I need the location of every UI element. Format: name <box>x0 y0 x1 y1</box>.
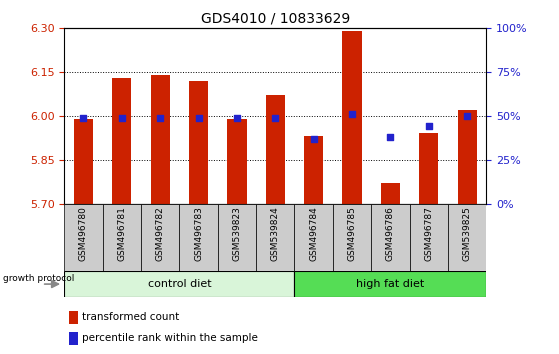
Bar <box>141 204 179 271</box>
Point <box>463 113 472 119</box>
Text: high fat diet: high fat diet <box>356 279 424 289</box>
Point <box>386 134 395 140</box>
Bar <box>266 96 285 204</box>
Bar <box>150 75 170 204</box>
Text: GSM496786: GSM496786 <box>386 206 395 261</box>
Bar <box>189 81 208 204</box>
Point <box>309 136 318 142</box>
Point <box>271 115 280 120</box>
Point <box>194 115 203 120</box>
Text: GSM539825: GSM539825 <box>463 206 472 261</box>
Point <box>348 112 357 117</box>
Text: GSM539823: GSM539823 <box>233 206 241 261</box>
Bar <box>69 311 78 324</box>
Point <box>79 115 88 120</box>
Text: percentile rank within the sample: percentile rank within the sample <box>82 333 258 343</box>
Bar <box>295 271 486 297</box>
Bar <box>448 204 486 271</box>
Bar <box>381 183 400 204</box>
Point <box>233 115 241 120</box>
Text: GSM539824: GSM539824 <box>271 206 280 261</box>
Bar <box>343 31 362 204</box>
Bar <box>333 204 371 271</box>
Bar <box>419 133 438 204</box>
Bar <box>218 204 256 271</box>
Bar <box>295 204 333 271</box>
Bar <box>410 204 448 271</box>
Title: GDS4010 / 10833629: GDS4010 / 10833629 <box>201 12 350 26</box>
Text: growth protocol: growth protocol <box>3 274 74 283</box>
Text: GSM496787: GSM496787 <box>424 206 433 261</box>
Bar <box>64 204 103 271</box>
Text: GSM496785: GSM496785 <box>348 206 357 261</box>
Bar <box>112 78 131 204</box>
Bar <box>228 119 247 204</box>
Bar <box>74 119 93 204</box>
Bar <box>64 271 295 297</box>
Text: GSM496781: GSM496781 <box>117 206 126 261</box>
Bar <box>256 204 295 271</box>
Text: GSM496780: GSM496780 <box>79 206 88 261</box>
Bar <box>69 332 78 345</box>
Text: GSM496784: GSM496784 <box>309 206 318 261</box>
Text: transformed count: transformed count <box>82 312 179 322</box>
Bar <box>371 204 410 271</box>
Point <box>424 124 433 129</box>
Text: GSM496782: GSM496782 <box>156 206 165 261</box>
Text: control diet: control diet <box>148 279 211 289</box>
Bar <box>179 204 218 271</box>
Text: GSM496783: GSM496783 <box>194 206 203 261</box>
Point <box>117 115 126 120</box>
Bar <box>304 136 323 204</box>
Bar <box>103 204 141 271</box>
Bar <box>458 110 477 204</box>
Point <box>156 115 165 120</box>
